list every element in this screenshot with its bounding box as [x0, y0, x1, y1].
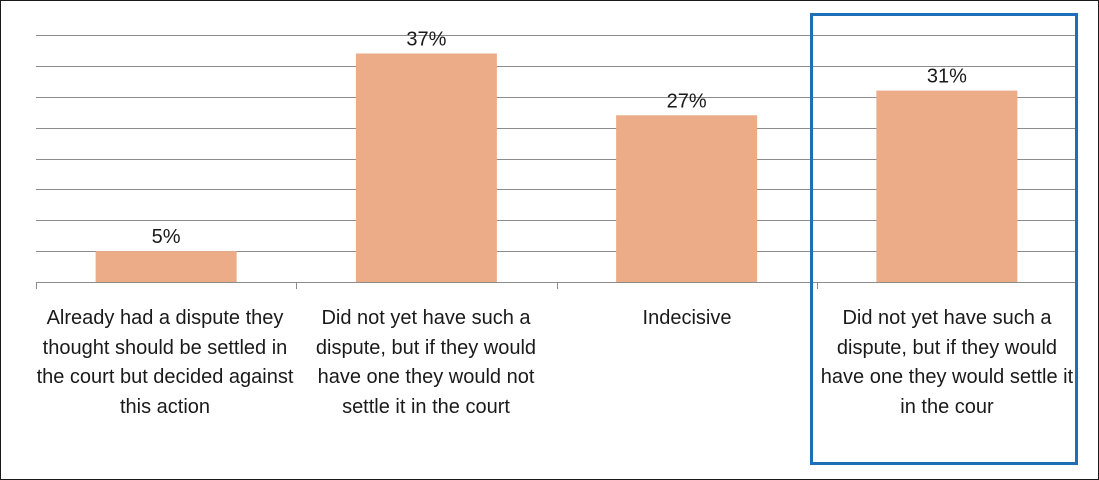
data-label-4: 31%	[927, 66, 967, 88]
bar-2	[355, 53, 497, 283]
bar-1	[95, 251, 237, 282]
highlight-box	[810, 13, 1078, 465]
data-label-3: 27%	[667, 90, 707, 112]
bar-4	[876, 90, 1018, 282]
bars	[95, 53, 1018, 283]
category-label-3: Indecisive	[642, 307, 732, 329]
data-labels: 5% 37% 27% 31%	[152, 29, 967, 249]
category-label-4: Did not yet have such a dispute, but if …	[820, 307, 1074, 418]
data-label-2: 37%	[406, 29, 446, 51]
data-label-1: 5%	[152, 226, 181, 248]
category-label-2: Did not yet have such a dispute, but if …	[315, 307, 537, 418]
category-label-1: Already had a dispute they thought shoul…	[36, 307, 294, 418]
bar-3	[616, 115, 758, 283]
